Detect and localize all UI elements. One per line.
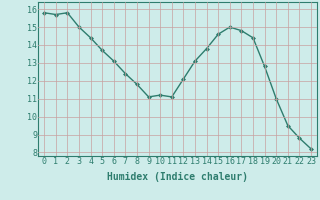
X-axis label: Humidex (Indice chaleur): Humidex (Indice chaleur)	[107, 172, 248, 182]
